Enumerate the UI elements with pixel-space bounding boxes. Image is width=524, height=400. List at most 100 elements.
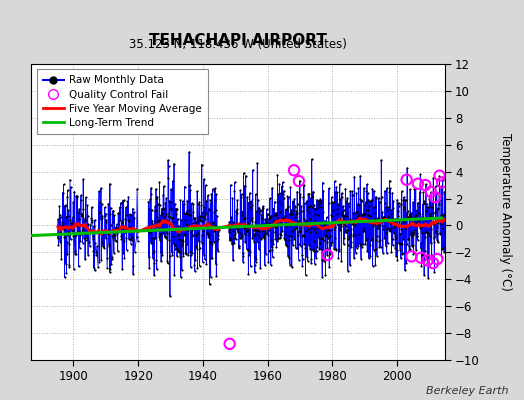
Point [321,272,330,279]
Point [120,227,128,234]
Point [420,198,428,204]
Point [322,228,330,234]
Point [240,225,248,231]
Point [361,216,369,222]
Point [204,206,213,212]
Point [417,263,425,269]
Point [313,196,321,203]
Point [397,226,406,233]
Point [388,190,397,196]
Point [68,220,76,226]
Point [277,232,286,238]
Point [306,216,314,222]
Point [294,232,302,238]
Point [311,211,320,218]
Point [336,220,345,227]
Point [208,255,216,262]
Point [180,210,188,216]
Point [227,214,236,221]
Point [266,221,274,228]
Point [227,223,236,229]
Point [70,233,79,240]
Point [264,210,272,217]
Point [177,241,185,247]
Point [339,216,347,222]
Point [165,236,173,243]
Point [356,196,364,202]
Point [126,225,134,232]
Point [415,222,423,228]
Point [236,234,244,241]
Point [283,242,291,249]
Point [237,191,246,198]
Point [89,233,97,239]
Point [343,195,352,201]
Point [191,268,199,274]
Point [248,218,256,224]
Point [331,178,339,184]
Point [272,214,281,220]
Point [78,213,86,220]
Point [96,216,105,222]
Point [245,232,254,238]
Point [285,233,293,239]
Point [236,187,245,194]
Point [368,236,376,242]
Point [296,194,304,200]
Point [374,217,383,224]
Point [309,247,317,254]
Point [192,243,201,249]
Point [212,272,221,279]
Point [107,222,115,228]
Point [133,234,141,240]
Point [363,234,371,241]
Point [348,192,357,198]
Point [144,198,152,205]
Point [381,188,389,194]
Point [204,234,212,240]
Point [382,226,390,232]
Point [263,212,271,218]
Point [256,208,264,214]
Point [351,219,359,225]
Point [362,237,370,243]
Point [388,216,396,222]
Point [431,230,439,236]
Point [431,218,439,224]
Point [130,227,138,233]
Point [199,209,207,216]
Point [353,207,362,214]
Point [294,178,303,184]
Point [361,241,369,247]
Point [56,212,64,218]
Title: TEHACHAPI AIRPORT: TEHACHAPI AIRPORT [149,32,328,48]
Point [426,212,434,219]
Point [407,213,415,219]
Point [296,228,304,234]
Point [169,214,178,221]
Point [74,229,82,236]
Point [419,200,428,206]
Point [92,252,100,258]
Point [437,212,445,218]
Point [323,252,332,258]
Point [340,234,348,241]
Point [67,223,75,229]
Point [59,222,67,228]
Point [375,238,383,244]
Point [183,198,191,204]
Point [191,243,200,249]
Point [258,206,266,213]
Point [145,206,153,212]
Point [75,216,84,222]
Point [170,272,179,278]
Point [275,181,283,187]
Point [334,201,342,207]
Point [409,249,418,256]
Point [111,237,119,244]
Point [161,199,170,206]
Point [326,240,335,246]
Point [440,189,449,195]
Point [370,220,379,227]
Point [233,222,242,228]
